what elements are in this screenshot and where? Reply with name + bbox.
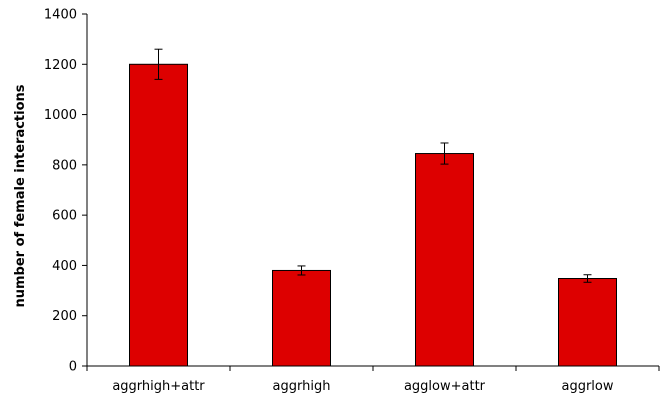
bar — [558, 278, 617, 367]
x-tick-label: aggrhigh+attr — [112, 379, 205, 394]
y-tick-label: 800 — [52, 158, 77, 173]
error-bar — [440, 142, 449, 165]
y-ticks-layer: 0 200 400 600 800 1000 1200 1400 — [44, 8, 87, 375]
y-tick-label: 0 — [69, 360, 77, 375]
y-tick-label: 400 — [52, 259, 77, 274]
x-tick-label: agglow+attr — [404, 379, 486, 394]
y-tick-label: 1400 — [44, 8, 77, 23]
y-tick-label: 600 — [52, 209, 77, 224]
bar — [129, 63, 188, 367]
error-bar — [583, 274, 592, 283]
error-bars-layer — [154, 48, 592, 283]
error-bar — [154, 48, 163, 80]
bar — [272, 269, 331, 367]
y-tick-label: 1200 — [44, 58, 77, 73]
y-tick-label: 1000 — [44, 108, 77, 123]
error-bar — [297, 265, 306, 276]
x-ticks-layer: aggrhigh+attr aggrhigh agglow+attr aggrlow — [86, 366, 660, 394]
bars-layer — [129, 63, 617, 367]
bar — [415, 153, 474, 367]
y-tick-label: 200 — [52, 309, 77, 324]
x-tick-label: aggrhigh — [273, 379, 331, 394]
x-tick-label: aggrlow — [561, 379, 613, 394]
y-axis-title: number of female interactions — [13, 84, 28, 307]
